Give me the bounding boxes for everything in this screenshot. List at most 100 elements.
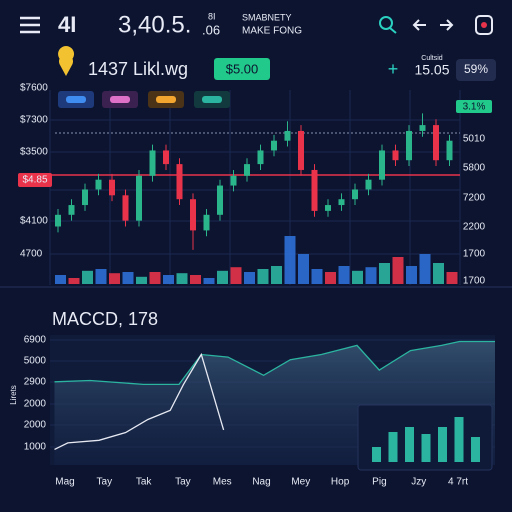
- histogram-bar: [405, 427, 414, 462]
- left-label: $3500: [20, 147, 48, 158]
- price-grid: [49, 90, 461, 285]
- ticker: 4I: [58, 12, 76, 37]
- candle-body: [163, 150, 169, 165]
- candle-body: [149, 150, 156, 176]
- y-label: 2900: [24, 377, 47, 388]
- volume-bar: [55, 275, 66, 284]
- candle-body: [109, 179, 115, 196]
- right-label: 7200: [463, 193, 486, 204]
- y-label: 2000: [24, 420, 47, 431]
- volume-bar: [163, 275, 174, 284]
- candle-body: [352, 189, 358, 200]
- left-label: $7600: [20, 83, 48, 94]
- candle-body: [95, 179, 102, 190]
- axis-label: Lirets: [9, 385, 18, 405]
- x-label: Tay: [97, 477, 113, 488]
- candle-body: [82, 189, 88, 206]
- volume-bar: [298, 254, 309, 284]
- name-line: SMABNETY: [242, 12, 292, 22]
- candle-body: [419, 125, 426, 131]
- x-label: Mes: [213, 477, 232, 488]
- forward-icon[interactable]: [440, 19, 454, 31]
- histogram-bar: [454, 417, 464, 462]
- candle-body: [68, 205, 75, 215]
- change: 15.05: [414, 62, 449, 78]
- volume-bar: [190, 275, 201, 284]
- volume-bar: [392, 257, 404, 284]
- plus[interactable]: +: [388, 59, 399, 79]
- price-tag-bg: [18, 173, 52, 187]
- badge-bg[interactable]: [214, 58, 270, 80]
- price-sup: 8I: [208, 11, 216, 21]
- x-label: Tak: [136, 477, 153, 488]
- summary-label: 1437 Likl.wg: [88, 59, 188, 79]
- candle-body: [284, 130, 291, 141]
- candle-body: [392, 150, 399, 161]
- car-chips[interactable]: [58, 91, 230, 108]
- candle-body: [136, 175, 142, 221]
- histogram-bar: [471, 437, 480, 462]
- left-label: $4100: [20, 216, 48, 227]
- y-label: 2000: [24, 399, 47, 410]
- pin-icon: [59, 54, 73, 76]
- volume-bar: [122, 272, 134, 284]
- candle-body: [271, 140, 277, 151]
- volume-bar: [82, 270, 93, 284]
- menu-icon[interactable]: [20, 16, 40, 34]
- x-label: Tay: [175, 477, 191, 488]
- volume-bar: [68, 278, 80, 284]
- candle-body: [379, 150, 385, 180]
- x-label: Pig: [372, 477, 386, 488]
- left-label: $4.85: [22, 175, 47, 186]
- volume-bar: [95, 269, 107, 284]
- candle-body: [298, 130, 304, 170]
- badge: $5.00: [226, 61, 259, 76]
- histogram-bar: [388, 432, 398, 462]
- right-label: 5010: [463, 134, 486, 145]
- volume-bar: [311, 269, 323, 284]
- volume-bar: [406, 266, 417, 284]
- x-label: Jzy: [411, 477, 426, 488]
- histogram-bar: [421, 434, 431, 462]
- left-label: 4700: [20, 249, 43, 260]
- volume-bar: [338, 266, 350, 284]
- macd-title: MACCD, 178: [52, 309, 158, 329]
- price-sub: .06: [202, 22, 220, 37]
- volume-bar: [352, 270, 363, 284]
- volume-bar: [257, 269, 269, 284]
- change-caption: Cultsid: [421, 55, 443, 62]
- line: [54, 340, 495, 386]
- search-icon[interactable]: [379, 16, 397, 34]
- right-label: 5800: [463, 163, 486, 174]
- x-label: Mey: [291, 477, 310, 488]
- candle-body: [311, 169, 318, 211]
- back-icon[interactable]: [412, 19, 426, 31]
- volume-bar: [109, 273, 120, 284]
- right-label: 2200: [463, 222, 486, 233]
- right-label: 3.1%: [463, 102, 486, 113]
- x-label: Mag: [55, 477, 74, 488]
- candle-body: [406, 130, 412, 161]
- volume-bar: [284, 236, 296, 284]
- x-label: Nag: [252, 477, 270, 488]
- candle-body: [338, 199, 345, 206]
- percent-bg: [456, 59, 496, 81]
- tools-icon[interactable]: [475, 15, 493, 35]
- right-label: 1700: [463, 276, 486, 287]
- price: 3,40.5.: [118, 11, 191, 38]
- volume-bar: [446, 272, 458, 284]
- volume-bar: [149, 272, 161, 284]
- candle-body: [122, 195, 129, 221]
- volume-bar: [325, 272, 336, 284]
- volume-bar: [433, 263, 444, 284]
- candle-body: [433, 125, 439, 161]
- candle-body: [203, 214, 210, 231]
- y-label: 5000: [24, 356, 47, 367]
- left-label: $7300: [20, 115, 48, 126]
- y-label: 6900: [24, 335, 47, 346]
- candle-body: [190, 199, 196, 231]
- candle-body: [230, 175, 237, 186]
- volume-bar: [136, 276, 147, 284]
